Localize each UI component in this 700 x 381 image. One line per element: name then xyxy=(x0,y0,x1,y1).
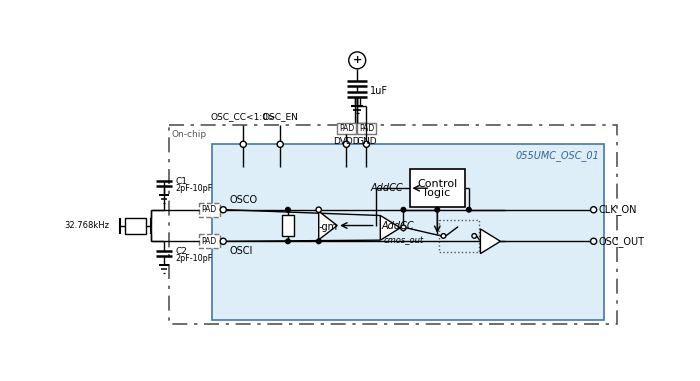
Text: OSC_OUT: OSC_OUT xyxy=(599,236,645,247)
Bar xyxy=(357,123,376,133)
Bar xyxy=(199,203,220,217)
Text: 32.768kHz: 32.768kHz xyxy=(64,221,109,231)
Circle shape xyxy=(286,239,290,243)
Circle shape xyxy=(316,207,321,213)
Polygon shape xyxy=(380,216,400,240)
Circle shape xyxy=(363,141,370,147)
Circle shape xyxy=(286,207,290,212)
Text: 2pF-10pF: 2pF-10pF xyxy=(176,255,213,263)
Circle shape xyxy=(591,207,596,213)
Bar xyxy=(439,220,479,252)
Text: AddCC: AddCC xyxy=(371,183,403,193)
Text: 1uF: 1uF xyxy=(370,86,388,96)
Text: GND: GND xyxy=(356,137,377,146)
Circle shape xyxy=(277,141,284,147)
Text: PAD: PAD xyxy=(339,123,354,133)
Text: -gm: -gm xyxy=(318,222,337,232)
Text: PAD: PAD xyxy=(202,237,217,246)
Circle shape xyxy=(220,238,226,244)
Text: On-chip: On-chip xyxy=(172,130,206,139)
Text: CLK_ON: CLK_ON xyxy=(599,204,638,215)
Circle shape xyxy=(344,141,349,147)
Bar xyxy=(125,218,146,234)
Text: C2: C2 xyxy=(176,248,188,256)
Bar xyxy=(199,234,220,248)
Text: AddCC: AddCC xyxy=(382,221,414,231)
Text: 055UMC_OSC_01: 055UMC_OSC_01 xyxy=(515,150,599,161)
Circle shape xyxy=(349,52,365,69)
Circle shape xyxy=(240,141,246,147)
Text: OSCO: OSCO xyxy=(230,195,258,205)
Text: logic: logic xyxy=(424,188,450,198)
Text: DVDD: DVDD xyxy=(333,137,360,146)
Text: PAD: PAD xyxy=(359,123,374,133)
Text: C1: C1 xyxy=(176,178,188,186)
Polygon shape xyxy=(480,229,500,254)
Text: Control: Control xyxy=(417,179,457,189)
Bar xyxy=(410,169,465,207)
Text: cmos_out: cmos_out xyxy=(384,236,424,245)
Circle shape xyxy=(441,234,446,238)
Text: PAD: PAD xyxy=(202,205,217,214)
Text: OSC_CC<1:0>: OSC_CC<1:0> xyxy=(211,112,276,121)
Bar xyxy=(281,215,294,236)
Text: 2pF-10pF: 2pF-10pF xyxy=(176,184,213,193)
Bar xyxy=(213,144,603,320)
Bar xyxy=(337,123,356,133)
Polygon shape xyxy=(318,211,337,240)
Circle shape xyxy=(472,234,477,238)
Circle shape xyxy=(401,207,406,212)
Circle shape xyxy=(591,238,596,244)
Bar xyxy=(169,125,617,324)
Circle shape xyxy=(466,207,471,212)
Text: OSCI: OSCI xyxy=(230,246,253,256)
Circle shape xyxy=(220,207,226,213)
Text: +: + xyxy=(353,55,362,66)
Circle shape xyxy=(316,239,321,243)
Circle shape xyxy=(435,207,440,212)
Text: OSC_EN: OSC_EN xyxy=(262,112,298,121)
Circle shape xyxy=(400,225,406,231)
